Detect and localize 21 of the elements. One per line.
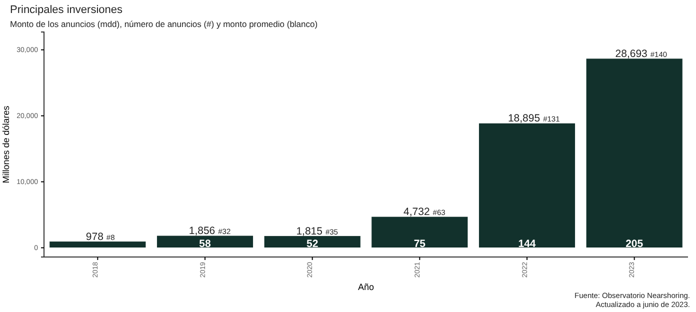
- chart-title: Principales inversiones: [10, 4, 123, 16]
- bar: [478, 122, 576, 248]
- bar: [586, 58, 683, 248]
- annotation: 52: [306, 238, 318, 250]
- bar: [156, 235, 254, 248]
- data-label: 28,693: [615, 48, 648, 60]
- chart-subtitle: Monto de los anuncios (mdd), número de anuncios (#) y monto promedio (blanco): [10, 19, 318, 29]
- data-label: 1,856: [188, 225, 216, 238]
- annotation: 144: [518, 238, 536, 250]
- data-label: 18,895: [508, 112, 540, 125]
- bar: [49, 241, 146, 248]
- data-label: 4,732: [404, 206, 430, 218]
- annotation: 58: [199, 238, 211, 250]
- data-label: 1,815: [296, 225, 323, 238]
- x-axis-title: Año: [358, 282, 374, 292]
- annotation: 205: [626, 238, 644, 250]
- y-axis-title: Millones de dólares: [1, 105, 11, 184]
- bar: [264, 236, 361, 248]
- annotation: 75: [414, 238, 426, 250]
- bar: [371, 216, 468, 248]
- data-label: 978: [86, 230, 104, 243]
